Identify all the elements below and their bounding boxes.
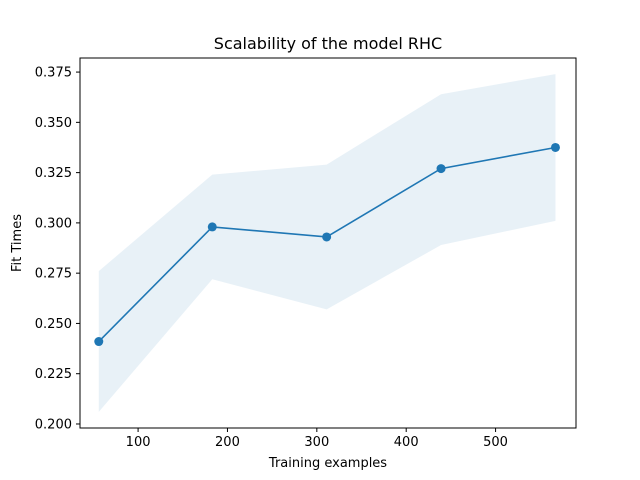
y-axis-ticks: 0.200 0.225 0.250 0.275 0.300 0.325 0.350 0.375	[35, 66, 80, 432]
confidence-band	[98, 74, 556, 412]
x-tick-label: 400	[394, 435, 419, 450]
x-tick-label: 100	[126, 435, 151, 450]
data-point	[550, 142, 560, 152]
data-point	[94, 337, 104, 347]
chart-title: Scalability of the model RHC	[214, 34, 442, 53]
x-tick-label: 200	[215, 435, 240, 450]
y-tick-label: 0.325	[35, 166, 72, 181]
x-tick-label: 500	[483, 435, 508, 450]
plot-frame	[79, 57, 577, 429]
y-tick-label: 0.350	[35, 116, 72, 131]
y-tick-label: 0.225	[35, 367, 72, 382]
x-axis-label: Training examples	[268, 456, 387, 471]
x-tick-label: 300	[304, 435, 329, 450]
y-tick-label: 0.200	[35, 417, 72, 432]
y-tick-label: 0.275	[35, 267, 72, 282]
confidence-band-layer	[98, 74, 556, 412]
y-tick-label: 0.300	[35, 216, 72, 231]
x-axis-ticks: 100 200 300 400 500	[126, 428, 508, 450]
data-point	[322, 232, 332, 242]
y-tick-label: 0.375	[35, 66, 72, 81]
series-marker-layer	[94, 142, 560, 347]
y-tick-label: 0.250	[35, 317, 72, 332]
data-point	[436, 164, 446, 174]
y-axis-label: Fit Times	[10, 214, 25, 272]
data-point	[207, 222, 217, 232]
